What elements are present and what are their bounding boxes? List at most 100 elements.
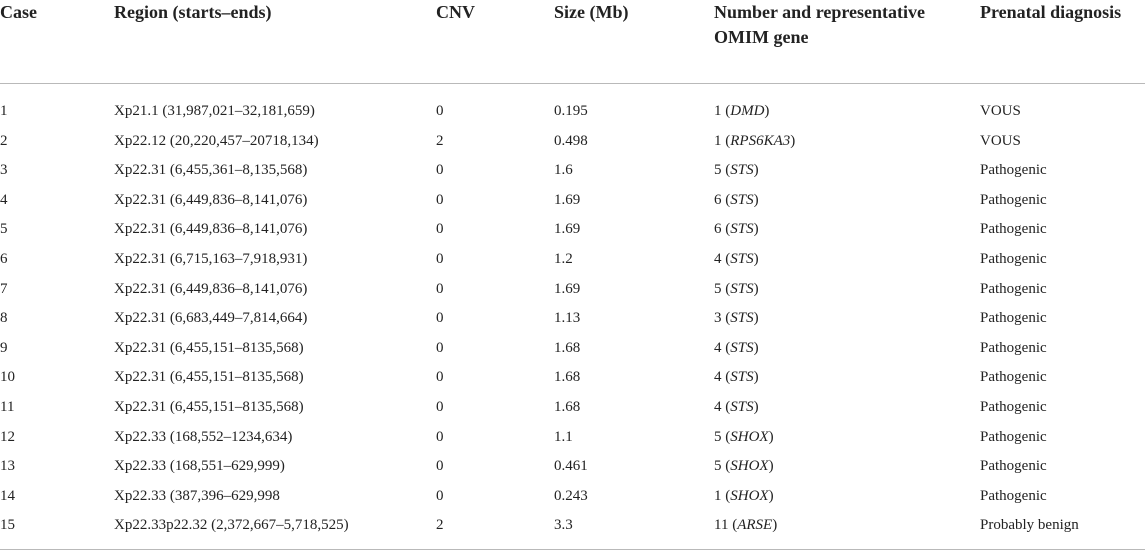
cell-size: 1.68 — [554, 398, 581, 415]
gene-name: ARSE — [737, 517, 773, 534]
cell-number-gene: 5 (STS) — [714, 280, 759, 297]
cell-region: Xp22.33 (387,396–629,998 — [114, 487, 280, 504]
cell-case: 15 — [0, 517, 15, 534]
gene-count: 5 — [714, 458, 722, 475]
cell-prenatal-diagnosis: Pathogenic — [980, 339, 1047, 356]
gene-name: STS — [730, 339, 754, 356]
cell-number-gene: 5 (SHOX) — [714, 458, 774, 475]
gene-name: STS — [730, 221, 754, 238]
cell-number-gene: 11 (ARSE) — [714, 517, 778, 534]
cell-number-gene: 3 (STS) — [714, 310, 759, 327]
table-header: Case Region (starts–ends) CNV Size (Mb) … — [0, 0, 1145, 84]
cell-case: 14 — [0, 487, 15, 504]
gene-count: 4 — [714, 398, 722, 415]
cell-prenatal-diagnosis: Pathogenic — [980, 191, 1047, 208]
cell-prenatal-diagnosis: VOUS — [980, 132, 1021, 149]
cell-size: 1.13 — [554, 310, 581, 327]
table-row: 10 Xp22.31 (6,455,151–8135,568) 0 1.68 4 (ST… — [0, 363, 1145, 393]
gene-name: SHOX — [730, 487, 769, 504]
gene-count: 4 — [714, 250, 722, 267]
header-case: Case — [0, 2, 37, 22]
gene-name: STS — [730, 191, 754, 208]
cell-number-gene: 4 (STS) — [714, 339, 759, 356]
gene-count: 1 — [714, 103, 722, 119]
cell-prenatal-diagnosis: Probably benign — [980, 517, 1079, 534]
gene-count: 4 — [714, 339, 722, 356]
cell-prenatal-diagnosis: Pathogenic — [980, 221, 1047, 238]
cell-prenatal-diagnosis: Pathogenic — [980, 162, 1047, 179]
table-row: 12 Xp22.33 (168,552–1234,634) 0 1.1 5 (SHOX)… — [0, 423, 1145, 453]
cell-prenatal-diagnosis: Pathogenic — [980, 458, 1047, 475]
cell-region: Xp22.12 (20,220,457–20718,134) — [114, 132, 319, 149]
bottom-rule — [0, 549, 1145, 550]
cell-prenatal-diagnosis: Pathogenic — [980, 428, 1047, 445]
gene-name: STS — [730, 398, 754, 415]
gene-name: RPS6KA3 — [730, 132, 791, 149]
cell-region: Xp22.31 (6,455,151–8135,568) — [114, 339, 304, 356]
cell-size: 1.1 — [554, 428, 573, 445]
gene-name: SHOX — [730, 458, 769, 475]
cell-case: 6 — [0, 250, 8, 267]
cell-number-gene: 1 (SHOX) — [714, 487, 774, 504]
cell-case: 9 — [0, 339, 8, 356]
cell-prenatal-diagnosis: Pathogenic — [980, 369, 1047, 386]
cell-case: 3 — [0, 162, 8, 179]
table-row: 2 Xp22.12 (20,220,457–20718,134) 2 0.498 1 (… — [0, 127, 1145, 157]
cell-cnv: 0 — [436, 221, 444, 238]
table-row: 4 Xp22.31 (6,449,836–8,141,076) 0 1.69 6 (ST… — [0, 186, 1145, 216]
table-row: 5 Xp22.31 (6,449,836–8,141,076) 0 1.69 6 (ST… — [0, 215, 1145, 245]
cell-region: Xp22.31 (6,449,836–8,141,076) — [114, 221, 308, 238]
cell-size: 0.461 — [554, 458, 588, 475]
gene-name: STS — [730, 162, 754, 179]
cell-cnv: 0 — [436, 428, 444, 445]
cell-number-gene: 1 (DMD) — [714, 103, 770, 119]
cell-region: Xp22.33p22.32 (2,372,667–5,718,525) — [114, 517, 349, 534]
cell-case: 4 — [0, 191, 8, 208]
cell-size: 3.3 — [554, 517, 573, 534]
cell-prenatal-diagnosis: Pathogenic — [980, 487, 1047, 504]
header-prenatal-diagnosis: Prenatal diagnosis — [980, 2, 1122, 22]
cell-case: 1 — [0, 103, 8, 119]
cell-region: Xp22.31 (6,455,151–8135,568) — [114, 398, 304, 415]
table-row: 8 Xp22.31 (6,683,449–7,814,664) 0 1.13 3 (ST… — [0, 304, 1145, 334]
cell-number-gene: 4 (STS) — [714, 369, 759, 386]
cell-cnv: 0 — [436, 103, 444, 119]
cell-prenatal-diagnosis: VOUS — [980, 103, 1021, 119]
cell-size: 0.498 — [554, 132, 588, 149]
cell-case: 12 — [0, 428, 15, 445]
header-number-omim-gene: Number and representative OMIM gene — [714, 2, 925, 47]
cell-cnv: 0 — [436, 310, 444, 327]
gene-count: 5 — [714, 162, 722, 179]
cell-cnv: 2 — [436, 517, 444, 534]
cell-region: Xp22.31 (6,455,151–8135,568) — [114, 369, 304, 386]
header-size: Size (Mb) — [554, 2, 629, 22]
gene-count: 1 — [714, 487, 722, 504]
table-row: 1 Xp21.1 (31,987,021–32,181,659) 0 0.195 1 (… — [0, 97, 1145, 127]
cell-size: 0.243 — [554, 487, 588, 504]
cell-case: 8 — [0, 310, 8, 327]
table-row: 13 Xp22.33 (168,551–629,999) 0 0.461 5 (SHOX… — [0, 452, 1145, 482]
cell-number-gene: 4 (STS) — [714, 250, 759, 267]
cell-size: 1.2 — [554, 250, 573, 267]
gene-name: STS — [730, 250, 754, 267]
cell-case: 7 — [0, 280, 8, 297]
cell-region: Xp22.31 (6,449,836–8,141,076) — [114, 191, 308, 208]
table-row: 15 Xp22.33p22.32 (2,372,667–5,718,525) 2 3.… — [0, 511, 1145, 541]
gene-count: 11 — [714, 517, 729, 534]
gene-count: 4 — [714, 369, 722, 386]
cell-number-gene: 5 (STS) — [714, 162, 759, 179]
cell-cnv: 0 — [436, 162, 444, 179]
gene-count: 5 — [714, 428, 722, 445]
cell-number-gene: 6 (STS) — [714, 191, 759, 208]
cell-prenatal-diagnosis: Pathogenic — [980, 280, 1047, 297]
table-row: 14 Xp22.33 (387,396–629,998 0 0.243 1 (SHOX)… — [0, 482, 1145, 512]
gene-count: 5 — [714, 280, 722, 297]
table-row: 11 Xp22.31 (6,455,151–8135,568) 0 1.68 4 (ST… — [0, 393, 1145, 423]
cell-size: 1.69 — [554, 221, 581, 238]
gene-name: SHOX — [730, 428, 769, 445]
cell-region: Xp22.33 (168,551–629,999) — [114, 458, 285, 475]
cell-cnv: 0 — [436, 191, 444, 208]
cell-region: Xp22.31 (6,715,163–7,918,931) — [114, 250, 308, 267]
cell-cnv: 0 — [436, 398, 444, 415]
gene-name: STS — [730, 280, 754, 297]
